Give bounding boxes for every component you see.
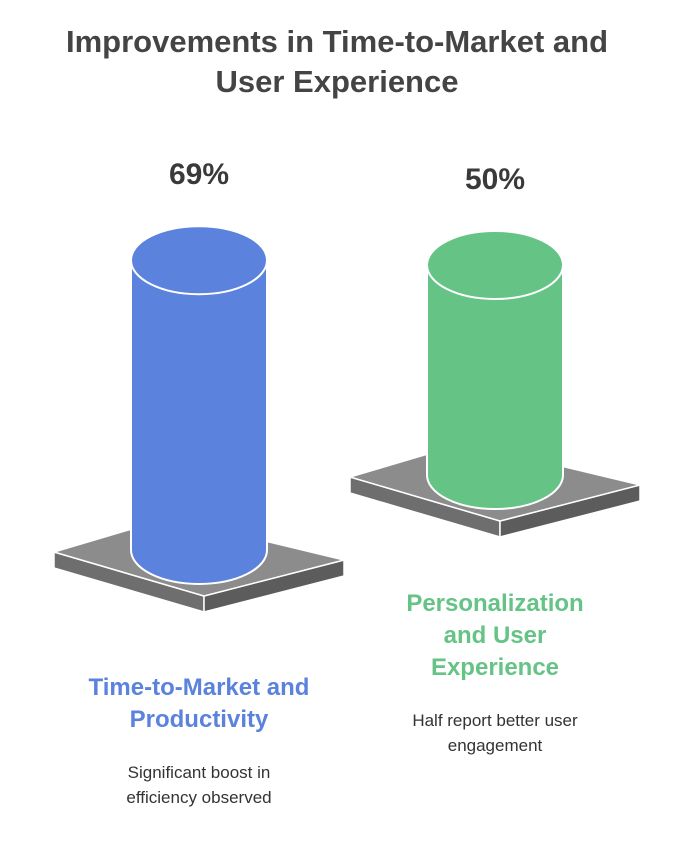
cylinder-top	[130, 225, 268, 296]
category-label: Time-to-Market and Productivity	[88, 674, 310, 733]
chart-title: Improvements in Time-to-Market and User …	[65, 24, 609, 99]
cylinder	[426, 264, 564, 510]
category-label: Personalization and User Experience	[406, 590, 584, 681]
value-label: 50%	[464, 163, 526, 196]
value-label: 69%	[168, 158, 230, 192]
category-description: Significant boost in efficiency observed	[126, 763, 272, 807]
category-description: Half report better user engagement	[412, 711, 578, 755]
cylinder-top	[426, 230, 564, 300]
cylinder	[130, 259, 268, 585]
